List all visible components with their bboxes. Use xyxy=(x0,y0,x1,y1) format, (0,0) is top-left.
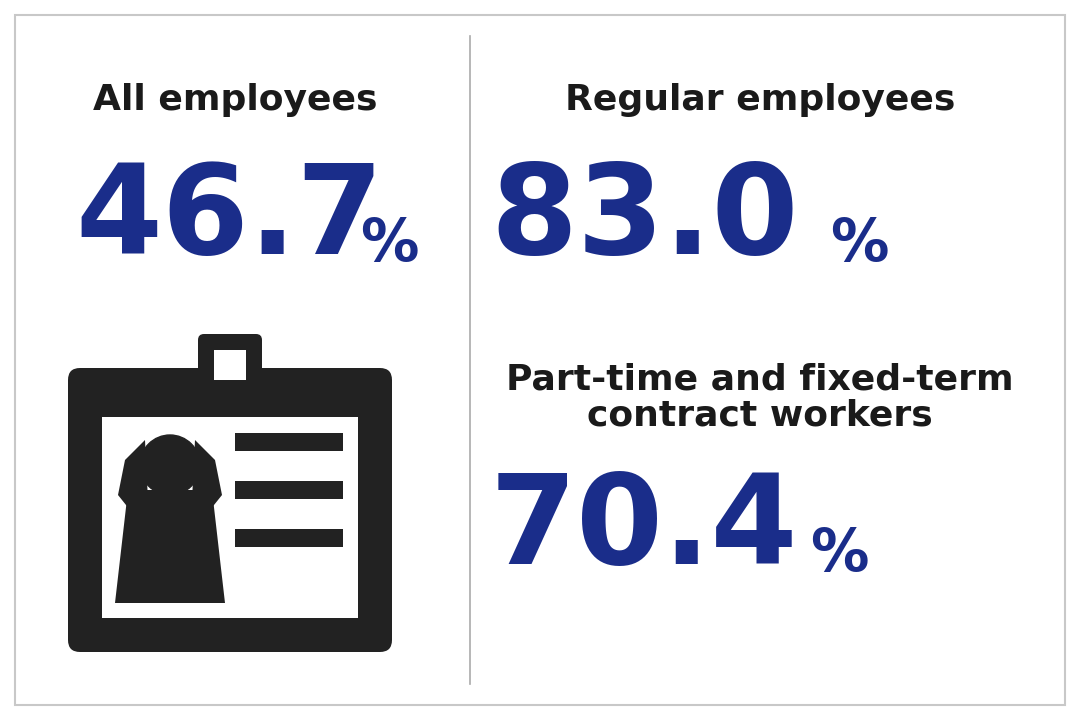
Polygon shape xyxy=(114,490,225,603)
Text: Regular employees: Regular employees xyxy=(565,83,955,117)
Bar xyxy=(235,433,343,451)
Polygon shape xyxy=(192,440,222,510)
FancyBboxPatch shape xyxy=(214,350,246,380)
FancyBboxPatch shape xyxy=(68,368,392,652)
Text: Part-time and fixed-term: Part-time and fixed-term xyxy=(507,363,1014,397)
Text: contract workers: contract workers xyxy=(588,398,933,432)
Bar xyxy=(235,481,343,499)
Polygon shape xyxy=(118,440,148,510)
Text: 83.0: 83.0 xyxy=(490,160,798,281)
Text: %: % xyxy=(831,215,889,272)
FancyBboxPatch shape xyxy=(102,417,357,618)
Bar xyxy=(235,529,343,547)
Circle shape xyxy=(140,435,200,495)
Text: %: % xyxy=(810,526,868,582)
Text: 46.7: 46.7 xyxy=(75,160,383,281)
Text: 70.4: 70.4 xyxy=(490,469,798,590)
Text: %: % xyxy=(360,215,419,272)
Text: All employees: All employees xyxy=(93,83,377,117)
FancyBboxPatch shape xyxy=(198,334,262,396)
